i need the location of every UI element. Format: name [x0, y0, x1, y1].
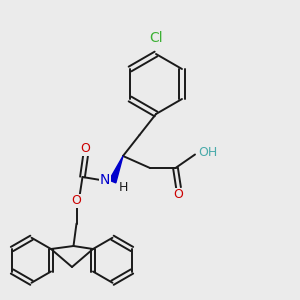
- Text: O: O: [81, 142, 90, 155]
- Polygon shape: [109, 156, 123, 183]
- Text: H: H: [118, 181, 128, 194]
- Text: N: N: [100, 173, 110, 187]
- Text: OH: OH: [198, 146, 217, 159]
- Text: O: O: [71, 194, 81, 208]
- Text: O: O: [174, 188, 183, 202]
- Text: Cl: Cl: [149, 31, 163, 44]
